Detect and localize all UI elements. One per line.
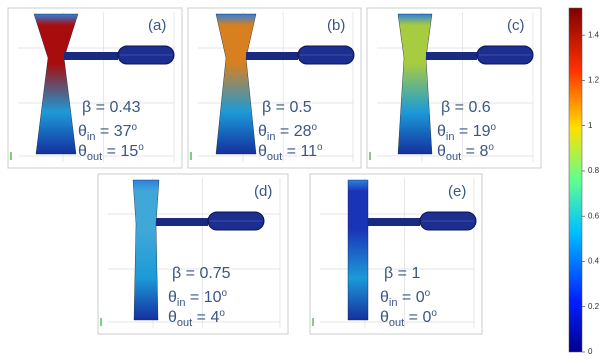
theta-sub: out	[389, 317, 404, 329]
channel	[426, 52, 477, 60]
channel	[64, 52, 118, 60]
panel-label: (b)	[327, 17, 345, 34]
theta-symbol: θ	[258, 123, 267, 140]
theta-sub: out	[446, 151, 461, 163]
hourglass	[398, 14, 432, 154]
theta-sup: o	[219, 308, 225, 319]
theta-value: = 37	[95, 123, 131, 140]
channel	[368, 218, 420, 226]
theta-sup: o	[488, 142, 494, 153]
colorbar-tick-label: 0.6	[588, 211, 600, 220]
theta-sub: in	[389, 297, 398, 309]
beta-label: β = 0.43	[82, 99, 141, 116]
theta-label: θout = 8o	[437, 142, 494, 163]
colorbar-tick-label: 0	[588, 347, 593, 356]
theta-symbol: θ	[258, 143, 267, 160]
theta-sup: o	[491, 122, 497, 133]
theta-symbol: θ	[380, 309, 389, 326]
theta-sup: o	[132, 122, 138, 133]
theta-symbol: θ	[78, 143, 87, 160]
theta-label: θout = 4o	[168, 308, 225, 329]
hourglass	[133, 180, 159, 320]
panel-label: (d)	[254, 183, 272, 200]
theta-label: θout = 0o	[380, 308, 437, 329]
colorbar-tick-label: 1.4	[588, 30, 600, 39]
theta-sub: in	[177, 297, 186, 309]
theta-value: = 4	[192, 309, 219, 326]
theta-sub: out	[267, 151, 282, 163]
theta-sup: o	[317, 142, 323, 153]
theta-sup: o	[425, 288, 431, 299]
hourglass	[348, 180, 368, 320]
theta-symbol: θ	[437, 143, 446, 160]
beta-label: β = 1	[384, 265, 420, 282]
theta-symbol: θ	[437, 123, 446, 140]
theta-sup: o	[138, 142, 144, 153]
theta-value: = 28	[275, 123, 311, 140]
theta-symbol: θ	[380, 289, 389, 306]
colorbar-tick-label: 0.4	[588, 257, 600, 266]
theta-sub: in	[87, 131, 96, 143]
theta-value: = 10	[185, 289, 221, 306]
theta-sup: o	[312, 122, 318, 133]
channel	[246, 52, 298, 60]
figure: (a)β = 0.43θin = 37oθout = 15o(b)β = 0.5…	[0, 0, 603, 358]
theta-value: = 8	[461, 143, 488, 160]
colorbar-tick-label: 1.2	[588, 76, 600, 85]
beta-label: β = 0.5	[262, 99, 312, 116]
theta-sub: out	[87, 151, 102, 163]
theta-symbol: θ	[78, 123, 87, 140]
beta-label: β = 0.75	[172, 265, 231, 282]
theta-sub: in	[446, 131, 455, 143]
theta-value: = 19	[454, 123, 490, 140]
theta-value: = 0	[404, 309, 431, 326]
theta-symbol: θ	[168, 309, 177, 326]
theta-label: θin = 0o	[380, 288, 431, 309]
colorbar-tick-label: 0.8	[588, 166, 600, 175]
theta-sub: in	[267, 131, 276, 143]
colorbar-tick-label: 0.2	[588, 302, 600, 311]
panel-label: (c)	[507, 17, 525, 34]
colorbar	[569, 8, 582, 352]
theta-symbol: θ	[168, 289, 177, 306]
theta-sub: out	[177, 317, 192, 329]
theta-value: = 15	[102, 143, 138, 160]
panel-label: (a)	[148, 17, 166, 34]
theta-value: = 0	[397, 289, 424, 306]
beta-label: β = 0.6	[441, 99, 491, 116]
colorbar-tick-label: 1	[588, 121, 593, 130]
theta-sup: o	[431, 308, 437, 319]
theta-sup: o	[222, 288, 228, 299]
panel-label: (e)	[448, 183, 466, 200]
theta-value: = 11	[282, 143, 317, 160]
channel	[156, 218, 208, 226]
